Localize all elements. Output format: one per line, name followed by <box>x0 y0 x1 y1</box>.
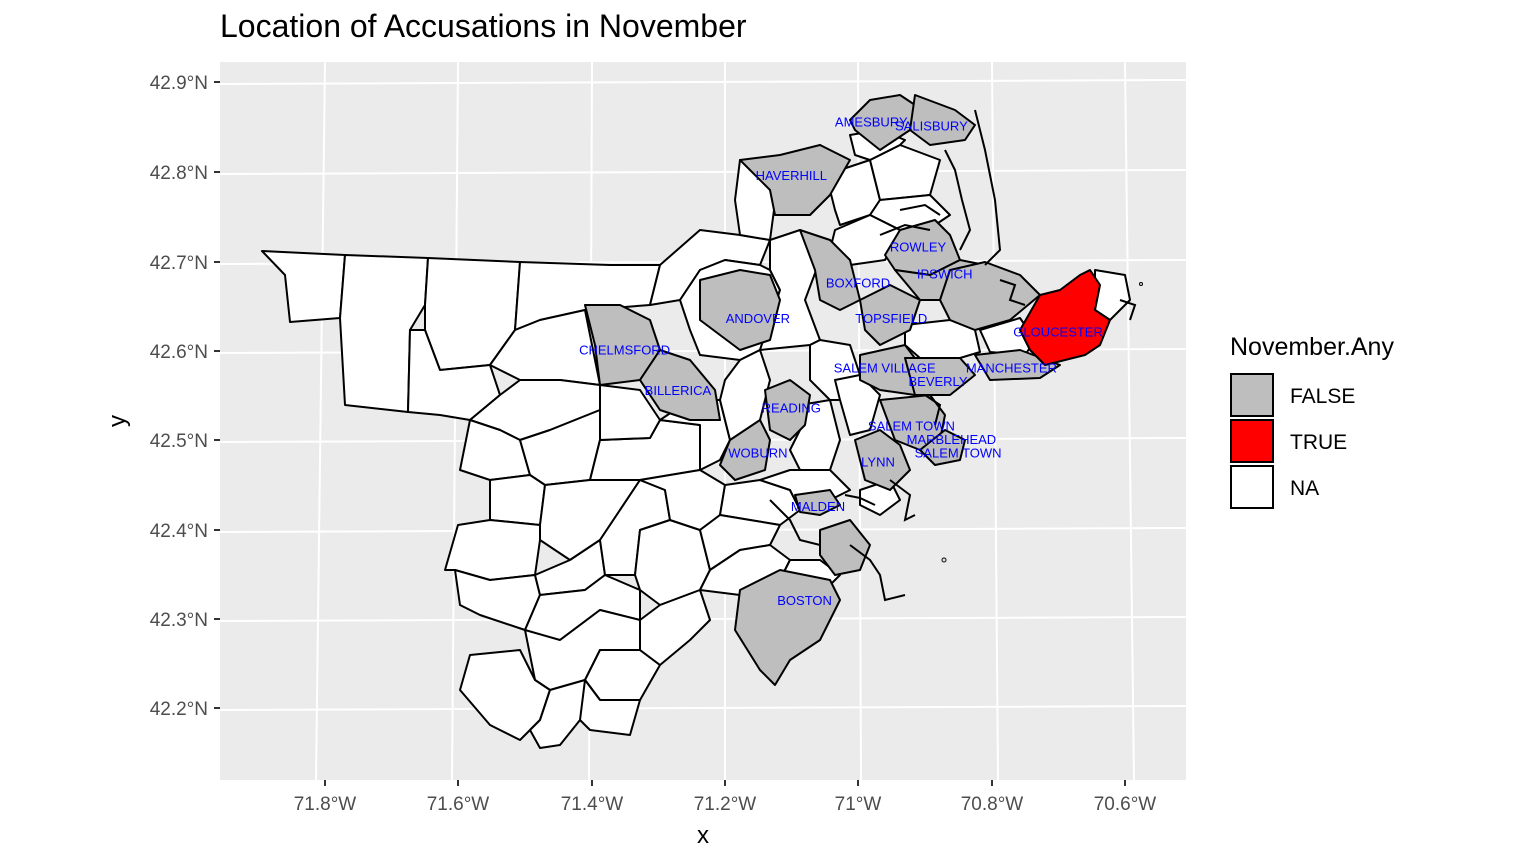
town-label: AMESBURY <box>835 114 908 129</box>
x-tick-label: 70.8°W <box>961 794 1024 815</box>
town-polygon <box>579 679 641 736</box>
grid-line-vertical <box>991 61 999 781</box>
chart-title: Location of Accusations in November <box>220 8 747 44</box>
y-tick-label: 42.4°N <box>150 521 208 542</box>
legend-key-na <box>1230 465 1274 509</box>
x-tick-label: 71°W <box>835 794 882 815</box>
y-tick-label: 42.6°N <box>150 342 208 363</box>
y-tick-label: 42.9°N <box>150 73 208 94</box>
town-polygon-true <box>1019 269 1111 366</box>
town-label: READING <box>762 401 821 416</box>
x-axis-title: x <box>697 822 709 849</box>
legend-label-true: TRUE <box>1290 431 1347 454</box>
town-label: MALDEN <box>791 499 845 514</box>
coastline-details <box>769 109 1137 602</box>
grid-line-vertical <box>451 61 459 781</box>
y-tick-label: 42.8°N <box>150 163 208 184</box>
legend: November.Any FALSE TRUE NA <box>1230 333 1394 509</box>
x-tick-label: 71.4°W <box>561 794 624 815</box>
town-polygon-false <box>734 569 841 686</box>
x-tick-label: 70.6°W <box>1094 794 1157 815</box>
town-label: SALEM TOWN <box>915 445 1002 460</box>
town-label: BEVERLY <box>908 374 967 389</box>
town-label: MANCHESTER <box>966 360 1057 375</box>
grid-line-vertical <box>315 61 326 781</box>
grid-line-horizontal <box>219 79 1187 85</box>
town-polygon-false <box>764 379 811 441</box>
town-label: LYNN <box>861 454 895 469</box>
town-label: ANDOVER <box>726 311 790 326</box>
town-label: MARBLEHEAD <box>907 432 997 447</box>
town-polygon-false <box>904 357 976 396</box>
island-dot <box>1139 282 1143 286</box>
legend-label-na: NA <box>1290 477 1319 500</box>
town-label: IPSWICH <box>917 266 973 281</box>
grid-line-horizontal <box>219 705 1187 711</box>
town-polygon-false <box>699 269 781 351</box>
axis-ticks <box>214 81 1126 786</box>
town-polygon-false <box>919 429 966 466</box>
town-label: CHELMSFORD <box>579 343 670 358</box>
y-tick-label: 42.3°N <box>150 610 208 631</box>
legend-title: November.Any <box>1230 333 1394 361</box>
legend-label-false: FALSE <box>1290 385 1355 408</box>
town-polygon-false <box>854 429 911 491</box>
town-polygon-false <box>859 284 921 346</box>
town-label: GLOUCESTER <box>1013 325 1103 340</box>
x-tick-label: 71.2°W <box>694 794 757 815</box>
y-axis-title: y <box>104 415 131 427</box>
town-label: HAVERHILL <box>756 168 827 183</box>
grid-line-horizontal <box>219 169 1187 175</box>
town-label: BOXFORD <box>826 275 890 290</box>
grid-line-vertical <box>1124 61 1135 781</box>
x-tick-label: 71.8°W <box>294 794 357 815</box>
town-polygon-false <box>719 419 771 481</box>
y-tick-label: 42.2°N <box>150 699 208 720</box>
town-polygon-false <box>794 489 841 516</box>
town-polygon-false <box>739 144 851 216</box>
town-polygon <box>261 250 346 323</box>
town-label: WOBURN <box>728 445 787 460</box>
town-polygon-false <box>639 349 721 421</box>
town-polygon-false <box>909 94 976 146</box>
x-tick-labels: 71.8°W 71.6°W 71.4°W 71.2°W 71°W 70.8°W 70.6°W <box>294 794 1157 815</box>
y-tick-label: 42.5°N <box>150 431 208 452</box>
town-label: SALISBURY <box>895 119 968 134</box>
legend-key-false <box>1230 373 1274 417</box>
town-label: SALEM VILLAGE <box>834 360 936 375</box>
town-polygons <box>261 94 1131 749</box>
town-polygon <box>489 474 546 526</box>
town-polygon-false <box>819 519 871 576</box>
town-polygon-false <box>939 261 1041 331</box>
x-tick-label: 71.6°W <box>427 794 490 815</box>
town-label: SALEM TOWN <box>868 419 955 434</box>
town-label: BOSTON <box>777 593 832 608</box>
island-dot <box>941 557 947 563</box>
town-polygon-false <box>799 229 861 311</box>
town-polygon <box>639 589 711 666</box>
town-label: TOPSFIELD <box>855 311 927 326</box>
y-tick-labels: 42.9°N 42.8°N 42.7°N 42.6°N 42.5°N 42.4°N 42.3… <box>150 73 208 720</box>
y-tick-label: 42.7°N <box>150 253 208 274</box>
town-label: BILLERICA <box>645 383 712 398</box>
legend-key-true <box>1230 419 1274 463</box>
town-label: ROWLEY <box>890 240 947 255</box>
